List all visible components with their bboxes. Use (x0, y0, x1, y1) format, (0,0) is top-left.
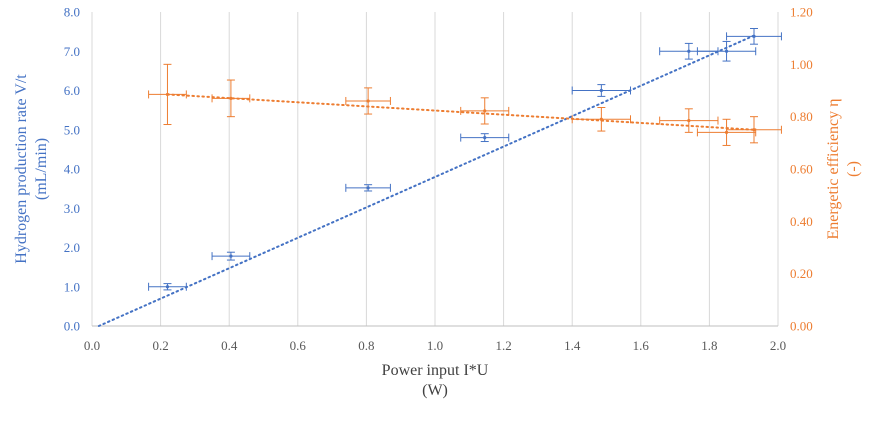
series-group (97, 27, 782, 327)
data-point (752, 128, 756, 132)
x-tick-label: 1.2 (495, 338, 511, 353)
right-y-tick-label: 0.40 (790, 214, 813, 229)
data-point (165, 285, 170, 289)
data-point (229, 254, 233, 258)
x-tick-label: 1.8 (701, 338, 717, 353)
left-y-tick-label: 5.0 (64, 122, 80, 137)
axis-labels: 0.0 0.2 0.4 0.6 0.8 1.0 1.2 1.4 1.6 1.8 2.0 0.0 1.0 2… (13, 5, 862, 400)
left-y-tick-label: 3.0 (64, 201, 80, 216)
right-y-axis-title-line: Energetic efficiency η (825, 98, 842, 239)
x-tick-label: 0.8 (358, 338, 374, 353)
x-axis-title-line: (W) (422, 382, 448, 399)
right-y-tick-label: 0.80 (790, 109, 813, 124)
series-group (148, 63, 782, 146)
trendline (97, 34, 755, 327)
left-y-tick-label: 6.0 (64, 83, 80, 98)
right-y-tick-label: 0.60 (790, 162, 813, 177)
left-y-axis-title-line: (mL/min) (33, 138, 50, 200)
data-point (599, 117, 603, 121)
left-y-tick-label: 1.0 (64, 279, 80, 294)
data-point (752, 34, 756, 38)
right-y-axis-title-line: (-) (845, 161, 862, 177)
left-y-axis-title-line: Hydrogen production rate V/t (13, 74, 30, 264)
right-y-tick-label: 0.00 (790, 319, 813, 334)
x-tick-label: 0.2 (152, 338, 168, 353)
x-axis-title-line: Power input I*U (382, 362, 489, 379)
right-y-axis-title: Energetic efficiency η (-) (825, 98, 862, 239)
data-point (724, 49, 729, 53)
left-y-tick-label: 8.0 (64, 5, 80, 20)
data-point (229, 96, 233, 100)
data-point (687, 49, 691, 53)
right-y-tick-label: 1.00 (790, 57, 813, 72)
series-layer (97, 27, 782, 327)
data-point (599, 88, 603, 93)
right-y-tick-label: 1.20 (790, 5, 813, 20)
data-point (483, 109, 487, 113)
left-y-tick-label: 4.0 (64, 162, 80, 177)
x-tick-label: 1.4 (564, 338, 581, 353)
x-axis-title: Power input I*U (W) (382, 362, 489, 399)
left-y-tick-label: 7.0 (64, 44, 80, 59)
left-y-axis-title: Hydrogen production rate V/t (mL/min) (13, 74, 50, 264)
x-tick-label: 0.6 (290, 338, 307, 353)
x-tick-label: 0.0 (84, 338, 100, 353)
data-point (366, 186, 370, 190)
data-point (165, 92, 170, 97)
data-point (366, 99, 370, 103)
x-tick-label: 1.6 (633, 338, 650, 353)
data-point (483, 136, 487, 140)
right-y-tick-label: 0.20 (790, 266, 813, 281)
trendline (166, 93, 755, 131)
x-tick-label: 2.0 (770, 338, 786, 353)
grid-lines (91, 12, 779, 326)
x-tick-label: 1.0 (427, 338, 443, 353)
data-point (687, 118, 691, 123)
x-tick-label: 0.4 (221, 338, 238, 353)
left-y-tick-label: 0.0 (64, 319, 80, 334)
left-y-tick-label: 2.0 (64, 240, 80, 255)
